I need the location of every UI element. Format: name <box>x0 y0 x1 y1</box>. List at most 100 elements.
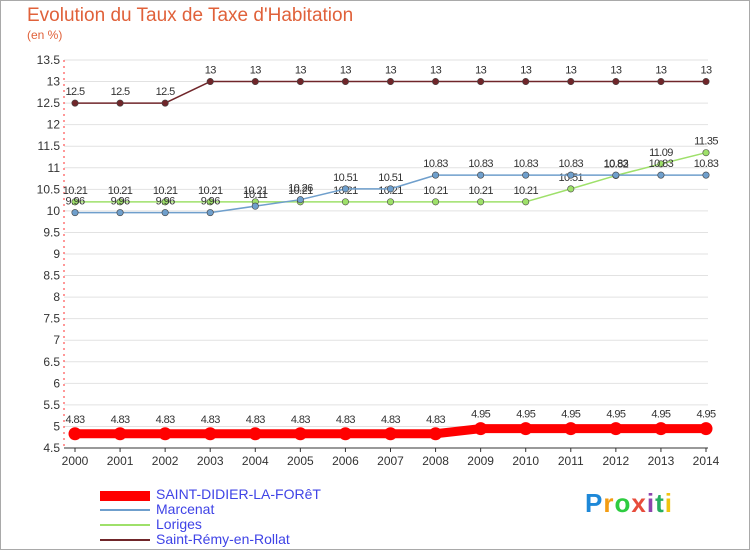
data-label: 10.83 <box>604 158 629 170</box>
y-tick-label: 7 <box>53 333 60 347</box>
data-label: 10.21 <box>513 185 538 197</box>
data-point <box>293 427 307 441</box>
data-label: 10.83 <box>559 158 584 170</box>
x-tick-label: 2002 <box>152 454 179 468</box>
data-point <box>609 422 623 436</box>
data-point <box>699 422 713 436</box>
data-point <box>657 78 665 86</box>
data-point <box>432 171 440 179</box>
y-tick-label: 12 <box>47 118 61 132</box>
data-point <box>341 185 349 193</box>
data-point <box>567 78 575 86</box>
data-label: 12.5 <box>65 86 84 98</box>
data-label: 10.83 <box>423 158 448 170</box>
y-tick-label: 8 <box>53 290 60 304</box>
legend-label: Marcenat <box>156 501 215 517</box>
data-label: 12.5 <box>111 86 130 98</box>
y-tick-label: 10 <box>47 204 61 218</box>
y-tick-label: 8.5 <box>43 269 60 283</box>
x-tick-label: 2014 <box>693 454 720 468</box>
legend-item-saint-didier: SAINT-DIDIER-LA-FORêT <box>100 486 400 502</box>
data-label: 10.21 <box>153 185 178 197</box>
data-point <box>161 99 169 107</box>
y-axis-unit: (en %) <box>27 28 63 42</box>
y-tick-label: 11.5 <box>38 139 61 153</box>
logo-letter: r <box>603 488 615 518</box>
logo-letter: P <box>585 488 604 518</box>
data-label: 4.95 <box>606 409 625 421</box>
logo-letter: o <box>614 488 632 518</box>
data-point <box>341 198 349 206</box>
data-label: 13 <box>700 65 712 77</box>
data-label: 13 <box>610 65 622 77</box>
x-tick-label: 2004 <box>242 454 269 468</box>
data-label: 9.96 <box>201 196 220 208</box>
data-label: 10.21 <box>468 185 493 197</box>
data-point <box>702 78 710 86</box>
legend-label: Saint-Rémy-en-Rollat <box>156 531 290 547</box>
y-tick-label: 12.5 <box>37 96 61 110</box>
data-point <box>432 198 440 206</box>
data-label: 10.51 <box>378 172 403 184</box>
data-point <box>432 78 440 86</box>
data-point <box>71 99 79 107</box>
data-point <box>338 427 352 441</box>
data-point <box>477 171 485 179</box>
data-point <box>68 427 82 441</box>
x-tick-label: 2009 <box>467 454 494 468</box>
data-point <box>384 427 397 441</box>
y-tick-label: 7.5 <box>43 312 60 326</box>
data-label: 13 <box>340 65 352 77</box>
data-point <box>71 198 79 206</box>
data-label: 9.96 <box>156 196 175 208</box>
legend-item-loriges: Loriges <box>100 516 400 532</box>
y-tick-label: 5.5 <box>43 398 60 412</box>
data-point <box>251 78 259 86</box>
data-point <box>612 171 620 179</box>
data-label: 10.21 <box>243 185 268 197</box>
data-point <box>657 160 665 168</box>
data-point <box>113 427 127 441</box>
data-point <box>206 198 214 206</box>
data-point <box>206 78 214 86</box>
data-point <box>386 78 394 86</box>
logo-letter: x <box>631 488 647 518</box>
y-tick-label: 4.5 <box>43 441 60 455</box>
legend-swatch <box>100 491 150 501</box>
data-point <box>702 149 710 157</box>
data-point <box>296 196 304 204</box>
data-label: 13 <box>250 65 262 77</box>
data-label: 13 <box>475 65 487 77</box>
data-point <box>522 198 530 206</box>
data-label: 9.96 <box>111 196 130 208</box>
data-label: 13 <box>430 65 442 77</box>
data-point <box>567 171 575 179</box>
logo-letter: t <box>655 488 665 518</box>
y-tick-label: 10.5 <box>37 182 61 196</box>
data-point <box>477 198 485 206</box>
data-point <box>657 171 665 179</box>
data-point <box>702 171 710 179</box>
data-point <box>161 198 169 206</box>
data-label: 4.83 <box>291 414 310 426</box>
data-point <box>116 209 124 217</box>
y-tick-label: 5 <box>53 419 60 433</box>
data-label: 4.83 <box>246 414 265 426</box>
y-tick-label: 9 <box>53 247 60 261</box>
data-point <box>116 198 124 206</box>
data-label: 11.35 <box>694 136 718 148</box>
y-tick-label: 13 <box>47 75 61 89</box>
legend-label: Loriges <box>156 516 202 532</box>
data-point <box>386 185 394 193</box>
data-label: 10.21 <box>423 185 448 197</box>
logo-letter: i <box>646 488 656 518</box>
data-label: 10.83 <box>468 158 493 170</box>
data-point <box>564 422 578 436</box>
y-tick-label: 11 <box>48 161 61 175</box>
data-point <box>203 427 217 441</box>
x-tick-label: 2013 <box>648 454 675 468</box>
data-label: 10.21 <box>288 185 313 197</box>
data-point <box>612 78 620 86</box>
data-label: 10.21 <box>108 185 133 197</box>
